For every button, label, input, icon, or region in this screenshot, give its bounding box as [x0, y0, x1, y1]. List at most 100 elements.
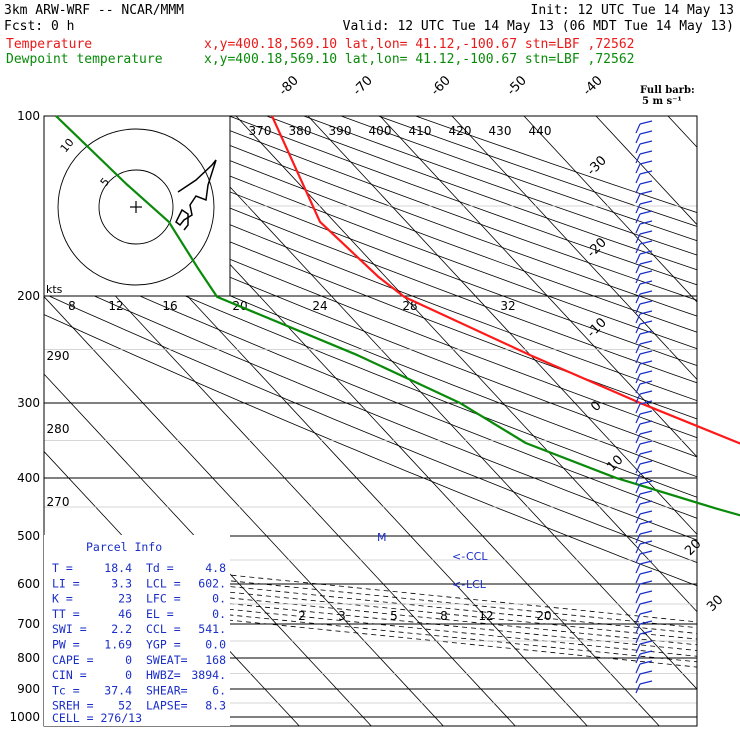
- wind-barb: [639, 150, 653, 155]
- theta-label-430: 430: [489, 124, 512, 138]
- dewpoint-trace: [55, 115, 740, 517]
- isotherm--60: [235, 116, 697, 613]
- pressure-label-800: 800: [17, 651, 40, 665]
- wind-barb: [639, 210, 653, 215]
- parcel-value2-9: 8.3: [205, 699, 226, 713]
- parcel-label-9: SREH =: [52, 699, 94, 713]
- wind-barb: [639, 340, 653, 345]
- parcel-value-1: 3.3: [111, 576, 132, 590]
- parcel-value-0: 18.4: [104, 561, 132, 575]
- forecast-hour: Fcst: 0 h: [4, 19, 74, 34]
- parcel-cell: CELL = 276/13: [52, 711, 142, 725]
- wind-barb-staff: [635, 243, 641, 254]
- parcel-info-title: Parcel Info: [86, 540, 162, 554]
- wind-barb-staff: [635, 493, 641, 504]
- wind-barb-staff: [635, 163, 641, 174]
- barb-legend-title: Full barb:: [640, 85, 695, 96]
- wind-barb-staff: [635, 363, 641, 374]
- pressure-label-600: 600: [17, 577, 40, 591]
- wind-barb-staff: [635, 313, 641, 324]
- wind-barb: [639, 280, 653, 285]
- isotherm-label-30: 30: [704, 593, 726, 615]
- parcel-value2-6: 168: [205, 653, 226, 667]
- parcel-label2-1: LCL =: [146, 576, 181, 590]
- parcel-label-8: Tc =: [52, 683, 80, 697]
- parcel-value-9: 52: [118, 699, 132, 713]
- wind-barb: [639, 270, 653, 275]
- wind-barb-staff: [635, 593, 641, 604]
- wind-barb-staff: [635, 213, 641, 224]
- wind-barb: [639, 140, 653, 145]
- isotherm--120: [44, 373, 372, 726]
- wind-barb-staff: [635, 223, 641, 234]
- wind-barb: [639, 320, 653, 325]
- wind-barb-staff: [635, 613, 641, 624]
- hodograph-box: [43, 115, 231, 297]
- isotherm-label--60: -60: [428, 73, 454, 99]
- parcel-value2-2: 0.: [212, 592, 226, 606]
- wind-barb-staff: [635, 373, 641, 384]
- parcel-value2-1: 602.: [198, 576, 226, 590]
- wind-barb: [639, 360, 653, 365]
- wind-barb: [639, 580, 653, 585]
- wind-barb-staff: [635, 523, 641, 534]
- wind-barb-staff: [635, 263, 641, 274]
- isotherm--20: [523, 116, 697, 303]
- wind-barb-staff: [635, 663, 641, 674]
- mixing-ratio-lower-5: 5: [390, 609, 398, 623]
- wind-barb-staff: [635, 193, 641, 204]
- pressure-labels: 100 200 300 400 500 600 700 800 900 1000: [9, 109, 40, 724]
- wind-barb-staff: [635, 413, 641, 424]
- parcel-value-6: 0: [125, 653, 132, 667]
- parcel-label-1: LI =: [52, 576, 80, 590]
- wind-barb: [639, 620, 653, 625]
- wind-barb-staff: [635, 323, 641, 334]
- isotherm-10: [714, 88, 740, 729]
- wind-barb: [639, 510, 653, 515]
- isotherm-label--30: -30: [584, 153, 610, 179]
- parcel-info-panel: [44, 535, 230, 726]
- wind-barb-staff: [635, 563, 641, 574]
- mixing-ratio-lower-2: 2: [298, 609, 306, 623]
- wind-barb: [639, 310, 653, 315]
- wind-barb: [639, 490, 653, 495]
- wind-barb: [639, 410, 653, 415]
- parcel-label-4: SWI =: [52, 622, 87, 636]
- wind-barbs: [635, 120, 653, 694]
- wind-barb: [639, 670, 653, 675]
- wind-barb-staff: [635, 623, 641, 634]
- pressure-label-500: 500: [17, 529, 40, 543]
- wind-barb-staff: [635, 653, 641, 664]
- wind-barb: [639, 460, 653, 465]
- wind-barb: [639, 680, 653, 685]
- parcel-label-7: CIN =: [52, 668, 87, 682]
- isotherm--50: [307, 116, 697, 535]
- wind-barb: [639, 450, 653, 455]
- wind-barb: [639, 230, 653, 235]
- temperature-trace: [270, 115, 740, 445]
- wind-barb-staff: [635, 283, 641, 294]
- mixing-ratio-upper-24: 24: [312, 299, 327, 313]
- parcel-label-0: T =: [52, 561, 73, 575]
- wind-barb-staff: [635, 443, 641, 454]
- isotherm--10: [595, 116, 697, 226]
- wind-barb: [639, 590, 653, 595]
- wind-barb: [639, 200, 653, 205]
- wind-barb-staff: [635, 383, 641, 394]
- wind-barb-staff: [635, 603, 641, 614]
- theta-label-420: 420: [449, 124, 472, 138]
- wind-barb-staff: [635, 173, 641, 184]
- hodograph-ring-5: [98, 169, 174, 245]
- wind-barb: [639, 520, 653, 525]
- ccl-marker-arrow: <-: [452, 550, 465, 563]
- parcel-label-5: PW =: [52, 638, 80, 652]
- parcel-value-4: 2.2: [111, 622, 132, 636]
- isotherm-label--10: -10: [584, 315, 610, 341]
- dry-adiabat-360: [44, 116, 697, 366]
- pressure-label-300: 300: [17, 396, 40, 410]
- theta-e-label-270: 270: [47, 495, 70, 509]
- wind-barb: [639, 480, 653, 485]
- mixing-ratio-lower-8: 8: [440, 609, 448, 623]
- theta-label-440: 440: [529, 124, 552, 138]
- parcel-label-3: TT =: [52, 607, 80, 621]
